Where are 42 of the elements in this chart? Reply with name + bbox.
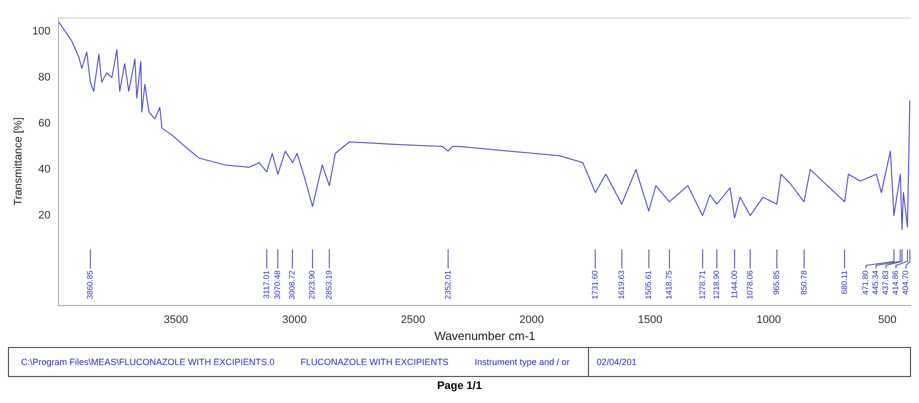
y-tick-label: 20 <box>38 210 51 222</box>
text: Instrument type and / or <box>474 356 571 369</box>
y-tick-label: 80 <box>38 71 51 84</box>
annotation: 3117.01 <box>262 270 271 299</box>
y-axis-title: Transmittance [%] <box>12 117 25 206</box>
x-tick-label: 2000 <box>519 314 544 326</box>
annotation: 1731.60 <box>590 270 600 300</box>
annotation: 404.70 <box>901 270 910 295</box>
x-axis-title: Wavenumber cm-1 <box>434 329 536 344</box>
y-tick-label: 60 <box>38 118 51 130</box>
annotation: 1078.06 <box>745 270 754 300</box>
text: 02/04/201 <box>588 348 645 376</box>
x-tick-label: 2500 <box>400 314 426 326</box>
annotation: 680.11 <box>840 270 849 294</box>
annotation: 3008.72 <box>288 270 297 300</box>
x-tick-label: 3000 <box>282 314 307 326</box>
annotation: 850.78 <box>799 270 808 295</box>
x-tick-label: 500 <box>878 314 896 326</box>
annotation: 1144.00 <box>730 270 739 299</box>
x-tick-label: 1000 <box>756 314 781 326</box>
annotation: 1418.75 <box>664 270 674 300</box>
annotation: 471.80 <box>861 270 870 295</box>
annotation: 3070.48 <box>272 270 282 300</box>
y-tick-label: 100 <box>32 25 51 38</box>
annotation: 2352.01 <box>443 270 452 300</box>
annotation: 437.83 <box>881 270 890 295</box>
text: Page 1/1 <box>436 380 483 392</box>
x-tick-label: 3500 <box>164 314 188 326</box>
y-tick-label: 40 <box>38 164 51 176</box>
text: FLUCONAZOLE WITH EXCIPIENTS <box>300 356 450 369</box>
annotation: 1619.63 <box>617 270 626 300</box>
annotation: 3860.85 <box>86 270 95 300</box>
annotation: 1278.71 <box>698 270 707 300</box>
text: C:\Program Files\MEAS\FLUCONAZOLE WITH EXCIPIENTS.0 <box>20 356 276 369</box>
annotation: 965.85 <box>772 270 782 295</box>
annotation: 1218.90 <box>712 270 722 300</box>
annotation: 2853.19 <box>324 270 334 300</box>
annotation: 2923.90 <box>308 270 317 300</box>
annotation: 445.34 <box>871 270 880 295</box>
annotation: 414.86 <box>891 270 900 295</box>
x-tick-label: 1500 <box>638 314 662 326</box>
annotation: 1505.61 <box>644 270 654 300</box>
